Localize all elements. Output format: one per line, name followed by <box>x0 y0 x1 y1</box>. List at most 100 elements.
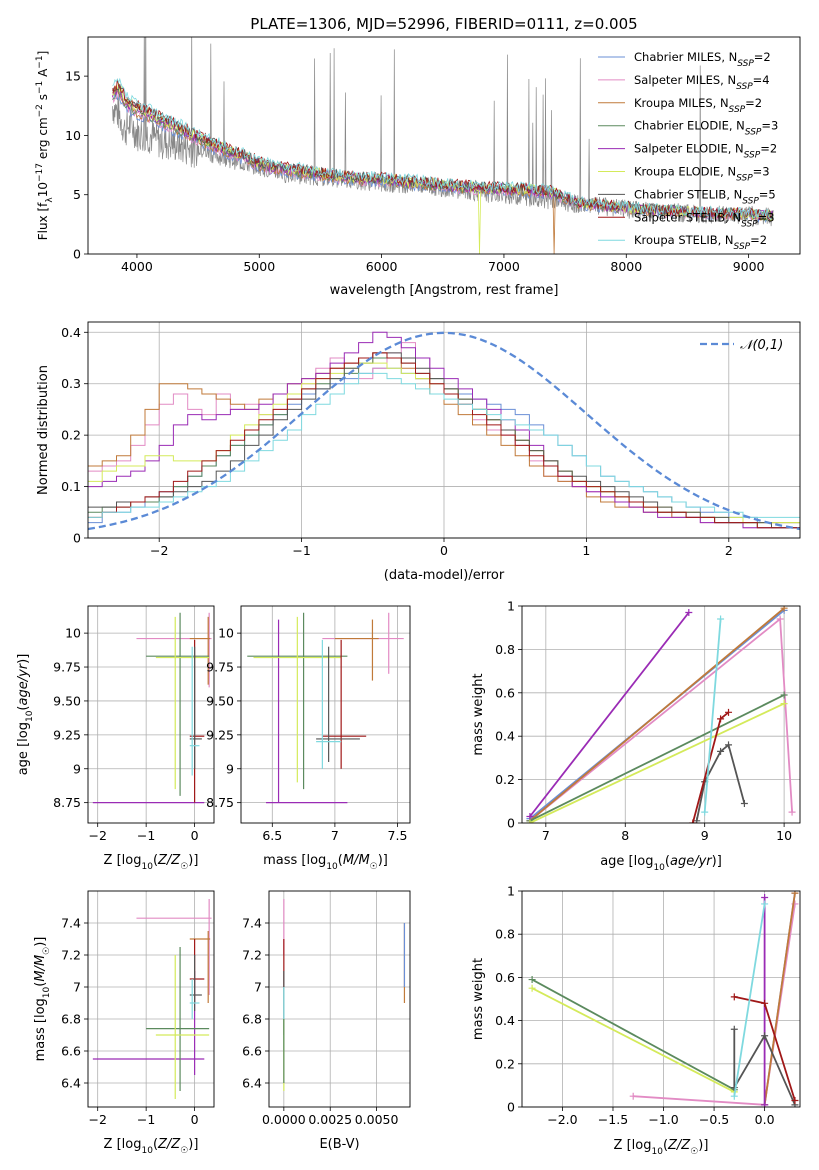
mw-point <box>730 1092 738 1100</box>
spectrum-ylabel-part: ] <box>36 51 50 56</box>
mass-weight-vs-age-plot <box>526 606 796 823</box>
mw-point <box>780 700 788 708</box>
legend-label-part: =2 <box>750 233 767 247</box>
z-vs-age-ylabel-part: 10 <box>25 710 35 722</box>
z-vs-age-xlabel-part: Z [log <box>104 853 142 868</box>
mass-weight-vs-z-xlabel-part: Z/Z <box>667 1138 691 1153</box>
mass-weight-vs-age-xlabel-part: age/yr <box>670 854 713 869</box>
spectrum-xtick-label: 9000 <box>733 259 765 274</box>
z-vs-mass-ylabel-part: ☉ <box>42 947 52 955</box>
legend-label-part: SSP <box>734 242 751 252</box>
z-vs-age-xlabel-part: Z/Z <box>157 853 181 868</box>
spectrum-xtick-label: 7000 <box>488 259 520 274</box>
mass-weight-vs-age-ytick-label: 0.6 <box>495 685 515 700</box>
mw-line-kroupa-stelib <box>703 618 722 813</box>
mass-weight-vs-age-xtick-label: 10 <box>776 828 792 843</box>
spectrum-frame <box>87 36 801 255</box>
mw-line-salpeter-elodie <box>529 611 690 818</box>
z-vs-mass-xlabel-part: )] <box>188 1137 198 1152</box>
mass-weight-vs-age-xtick-label: 9 <box>701 828 709 843</box>
z-vs-mass-ylabel-part: ( <box>33 982 48 987</box>
mw-line-kroupa-elodie <box>529 702 785 823</box>
mass-weight-vs-z-ytick-label: 0.4 <box>495 1013 515 1028</box>
legend-label: Salpeter ELODIE, NSSP=2 <box>634 142 777 161</box>
mass-weight-vs-age-ylabel: mass weight <box>471 673 486 755</box>
mass-weight-vs-z-ylabel: mass weight <box>471 958 486 1040</box>
mass-weight-vs-age-ytick-label: 0.8 <box>495 642 515 657</box>
mass-weight-vs-z-frame <box>521 890 801 1108</box>
mw-point <box>717 747 725 755</box>
z-vs-age-ylabel-part: )] <box>16 654 31 664</box>
legend-label: Kroupa STELIB, NSSP=2 <box>634 233 767 252</box>
mass-weight-vs-age-ytick-label: 0.4 <box>495 729 515 744</box>
mass-weight-vs-z-ytick-label: 1 <box>507 884 515 899</box>
ebv-vs-mass-axes: 0.0000 0.0025 0.0050 6.4 6.6 6.8 7 7.2 7.4 <box>242 891 410 1127</box>
mass-weight-vs-z-xtick-label: −1.5 <box>598 1112 628 1127</box>
mass-vs-age-xlabel-part: M/M <box>343 853 370 868</box>
mass-weight-vs-z-xlabel-part: )] <box>698 1138 708 1153</box>
z-vs-age-xtick-label: 0 <box>191 828 199 843</box>
residuals-ylabel: Normed distribution <box>36 365 51 495</box>
mw-point <box>761 893 769 901</box>
legend-label-part: Kroupa ELODIE, N <box>634 165 736 179</box>
legend-label: Salpeter STELIB, NSSP=3 <box>634 210 775 229</box>
mass-vs-age-xlabel-part: 10 <box>326 862 338 872</box>
z-vs-mass-ylabel-part: 10 <box>42 986 52 998</box>
legend-label-part: Salpeter MILES, N <box>634 73 736 87</box>
z-vs-mass-frame <box>87 890 215 1108</box>
residuals-plot <box>88 331 800 531</box>
legend-label-part: =5 <box>759 187 776 201</box>
legend-label: Chabrier ELODIE, NSSP=3 <box>634 119 778 138</box>
spectrum-ylabel-part: λ <box>45 197 55 203</box>
spectrum-ylabel: Flux [fλ10−17 erg cm−2 s−1 A−1] <box>35 51 55 241</box>
hist-salpeter-elodie <box>88 331 800 529</box>
mass-vs-age-ytick-label: 9.25 <box>206 727 234 742</box>
residuals-axes: −2 −1 0 1 2 0 0.1 0.2 0.3 0.4 <box>61 322 800 558</box>
residuals-ytick-label: 0 <box>73 531 81 546</box>
mw-line-kroupa-miles <box>529 607 785 822</box>
model-line-kroupa-stelib <box>112 77 774 220</box>
mw-point <box>693 817 701 823</box>
mass-vs-age-ytick-label: 8.75 <box>206 795 234 810</box>
hist-chabrier-stelib <box>88 352 800 529</box>
mw-point <box>717 715 725 723</box>
mass-weight-vs-age-xlabel-part: age [log <box>600 854 653 869</box>
mass-weight-vs-z-xlabel-part: ( <box>663 1138 668 1153</box>
legend-label-part: Kroupa STELIB, N <box>634 233 734 247</box>
mass-vs-age-xtick-label: 7 <box>331 828 339 843</box>
mw-point <box>701 808 709 816</box>
mw-point <box>717 615 725 623</box>
mass-weight-vs-age-xlabel-part: 10 <box>653 863 665 873</box>
z-vs-mass-xtick-label: −2 <box>88 1112 106 1127</box>
ebv-vs-mass-ytick-label: 7 <box>254 980 262 995</box>
spectrum-ylabel-part: −17 <box>35 163 45 182</box>
gaussian-legend-label: 𝒩(0,1) <box>740 338 783 353</box>
legend-label-part: Salpeter ELODIE, N <box>634 142 744 156</box>
z-vs-mass-xlabel-part: 10 <box>141 1146 153 1156</box>
model-line-salpeter-stelib <box>112 78 774 221</box>
mass-vs-age-ytick-label: 9.50 <box>206 693 234 708</box>
ebv-vs-mass-frame <box>268 890 411 1108</box>
residuals-xtick-label: −1 <box>292 543 310 558</box>
z-vs-age-ytick-label: 9 <box>73 761 81 776</box>
mass-weight-vs-z-plot <box>528 891 799 1107</box>
mass-weight-vs-age-ytick-label: 0.2 <box>495 772 515 787</box>
legend-label-part: Salpeter STELIB, N <box>634 210 741 224</box>
spectrum-ytick-label: 0 <box>73 247 81 262</box>
mw-point <box>526 812 534 820</box>
z-vs-age-ylabel-part: age/yr <box>16 662 31 705</box>
mw-point <box>528 976 536 984</box>
ebv-vs-mass-xlabel: E(B-V) <box>319 1137 359 1152</box>
z-vs-age-xlabel-part: 10 <box>141 862 153 872</box>
z-vs-age-ytick-label: 9.25 <box>53 727 81 742</box>
z-vs-mass-ytick-label: 7.4 <box>61 916 81 931</box>
spectrum-ylabel-part: s <box>36 94 50 104</box>
legend-label-part: SSP <box>745 128 762 138</box>
legend-label-part: Chabrier MILES, N <box>634 50 737 64</box>
residuals-frame <box>87 321 801 539</box>
z-vs-age-ytick-label: 9.75 <box>53 660 81 675</box>
z-vs-mass-xlabel-part: Z/Z <box>157 1137 181 1152</box>
mass-vs-age-xtick-label: 7.5 <box>388 828 408 843</box>
z-vs-mass-xlabel-part: ☉ <box>180 1146 188 1156</box>
mass-vs-age-ytick-label: 9 <box>226 761 234 776</box>
